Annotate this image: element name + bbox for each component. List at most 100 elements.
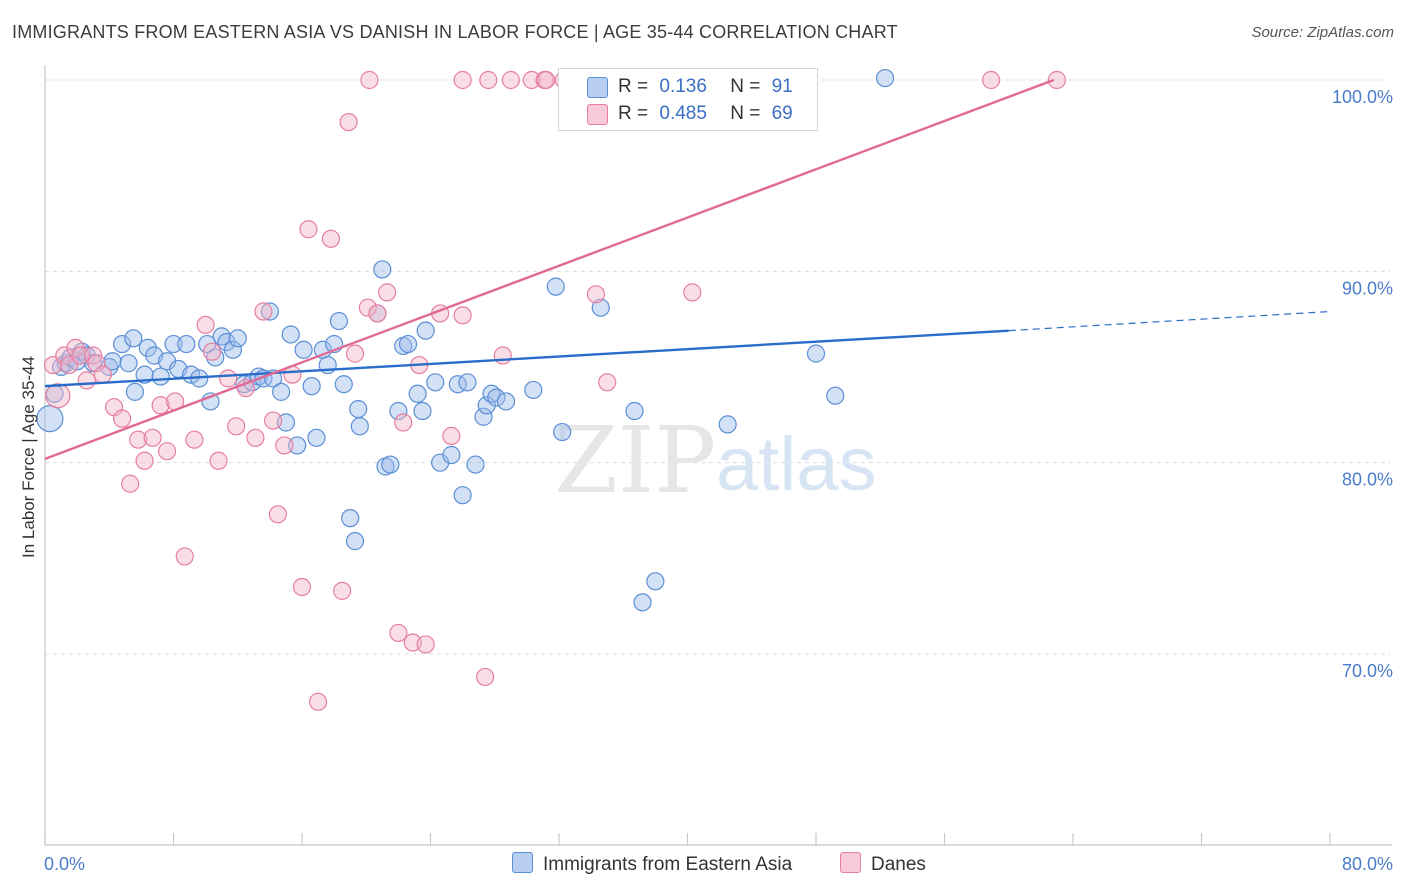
- point-immigrants: [591, 298, 610, 317]
- tick-labels: 70.0% 80.0% 90.0% 100.0% 0.0% 80.0%: [44, 87, 1393, 874]
- point-immigrants: [302, 377, 321, 396]
- legend-r-value-danes: 0.485: [659, 103, 707, 124]
- point-danes: [308, 692, 328, 711]
- point-immigrants: [487, 388, 506, 407]
- series-immigrants-points: [36, 68, 895, 612]
- legend-n-label: N =: [730, 76, 761, 97]
- point-immigrants: [546, 277, 565, 296]
- point-danes: [333, 581, 352, 600]
- bottom-legend-label-danes: Danes: [871, 854, 926, 875]
- point-immigrants: [466, 455, 485, 474]
- point-immigrants: [350, 417, 369, 436]
- point-danes: [157, 442, 177, 461]
- point-immigrants: [125, 382, 145, 401]
- point-danes: [321, 229, 341, 248]
- point-immigrants: [329, 311, 349, 331]
- point-danes: [143, 428, 162, 447]
- point-danes: [537, 70, 556, 90]
- point-danes: [981, 70, 1001, 90]
- point-immigrants: [453, 486, 472, 505]
- point-danes: [453, 70, 472, 90]
- point-danes: [93, 365, 112, 384]
- point-immigrants: [633, 593, 652, 612]
- point-immigrants: [164, 334, 183, 354]
- series-danes-points: [43, 70, 1067, 711]
- bottom-legend-danes: Danes: [840, 852, 926, 876]
- point-immigrants: [294, 340, 313, 359]
- point-immigrants: [334, 375, 353, 394]
- trend-line-immigrants: [44, 329, 1009, 388]
- point-immigrants: [875, 68, 895, 88]
- point-danes: [389, 623, 408, 643]
- point-immigrants: [223, 340, 243, 359]
- point-danes: [360, 70, 379, 90]
- point-immigrants: [553, 422, 572, 442]
- point-immigrants: [474, 407, 493, 426]
- legend-n-value-danes: 69: [771, 103, 793, 124]
- point-immigrants: [413, 401, 432, 421]
- point-danes: [227, 417, 246, 436]
- point-danes: [45, 383, 71, 409]
- point-immigrants: [718, 415, 737, 434]
- legend-n-label: N =: [730, 103, 761, 124]
- point-danes: [209, 451, 228, 470]
- point-immigrants: [307, 428, 326, 447]
- point-danes: [522, 70, 541, 90]
- point-immigrants: [228, 329, 247, 348]
- point-danes: [416, 635, 435, 654]
- legend-n-value-immigrants: 91: [771, 76, 793, 97]
- trend-line-danes: [44, 78, 1055, 460]
- point-danes: [87, 354, 106, 373]
- point-danes: [479, 70, 498, 90]
- bottom-legend-immigrants: Immigrants from Eastern Asia: [512, 852, 792, 876]
- point-danes: [493, 346, 512, 365]
- point-danes: [299, 220, 318, 239]
- legend-r-label: R =: [618, 103, 649, 124]
- point-immigrants: [398, 334, 418, 354]
- point-danes: [202, 342, 222, 361]
- point-danes: [378, 283, 397, 302]
- point-danes: [196, 315, 215, 335]
- point-danes: [151, 396, 170, 415]
- point-immigrants: [177, 334, 196, 354]
- point-danes: [135, 451, 154, 470]
- point-immigrants: [341, 509, 360, 528]
- gridlines: [45, 79, 1390, 655]
- point-danes: [292, 577, 312, 597]
- point-immigrants: [625, 401, 644, 421]
- point-immigrants: [112, 334, 132, 354]
- point-immigrants: [345, 532, 365, 551]
- point-immigrants: [477, 396, 496, 415]
- point-immigrants: [206, 348, 225, 367]
- point-danes: [586, 285, 606, 304]
- point-immigrants: [124, 329, 143, 348]
- point-danes: [1047, 70, 1067, 90]
- point-immigrants: [119, 354, 138, 373]
- y-tick-label-90: 90.0%: [1342, 278, 1393, 298]
- trend-lines: [44, 78, 1331, 460]
- watermark-zip: ZIP: [554, 407, 716, 514]
- trend-line-immigrants-extension: [1008, 310, 1331, 332]
- x-tick-label-80: 80.0%: [1342, 854, 1393, 874]
- point-danes: [185, 430, 204, 449]
- point-immigrants: [458, 373, 477, 392]
- point-immigrants: [288, 436, 307, 455]
- point-danes: [129, 430, 148, 449]
- point-immigrants: [281, 325, 300, 344]
- y-axis-label: In Labor Force | Age 35-44: [19, 356, 38, 558]
- legend-r-label: R =: [618, 76, 649, 97]
- point-danes: [219, 369, 238, 388]
- point-danes: [275, 436, 294, 455]
- point-immigrants: [496, 392, 516, 411]
- stats-legend: R = 0.136 N = 91 R = 0.485 N = 69: [558, 68, 818, 131]
- bottom-legend-swatch-danes: [840, 852, 861, 873]
- chart-title: IMMIGRANTS FROM EASTERN ASIA VS DANISH I…: [12, 22, 898, 42]
- point-danes: [268, 505, 288, 524]
- point-immigrants: [408, 384, 427, 403]
- bottom-legend-label-immigrants: Immigrants from Eastern Asia: [543, 854, 793, 875]
- point-immigrants: [381, 455, 400, 474]
- point-danes: [368, 304, 387, 323]
- x-tick-label-0: 0.0%: [44, 854, 85, 874]
- y-tick-label-80: 80.0%: [1342, 470, 1393, 490]
- point-danes: [501, 70, 520, 90]
